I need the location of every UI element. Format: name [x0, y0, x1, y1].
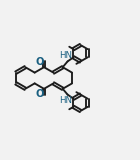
- Text: HN: HN: [59, 51, 72, 60]
- Text: O: O: [35, 89, 44, 99]
- Text: HN: HN: [59, 96, 72, 105]
- Text: O: O: [35, 57, 44, 67]
